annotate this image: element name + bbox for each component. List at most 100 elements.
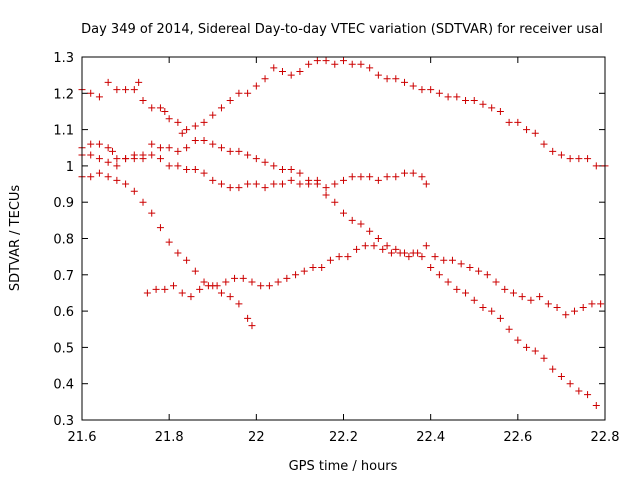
data-point: [479, 100, 487, 108]
data-point: [148, 209, 156, 217]
data-point: [488, 307, 496, 315]
data-point: [217, 289, 225, 297]
data-point: [222, 278, 230, 286]
data-point: [165, 144, 173, 152]
data-point: [165, 162, 173, 170]
data-point: [387, 249, 395, 257]
data-point: [278, 68, 286, 76]
series-track-d: [78, 169, 256, 330]
data-point: [226, 184, 234, 192]
data-point: [95, 140, 103, 148]
data-point: [501, 285, 509, 293]
data-point: [165, 115, 173, 123]
data-point: [453, 285, 461, 293]
series-track-c: [78, 151, 430, 192]
x-axis-ticks: 21.6 21.8 22 22.2 22.4 22.6 22.8: [68, 57, 619, 445]
data-point: [87, 151, 95, 159]
data-point: [340, 176, 347, 184]
data-point: [409, 169, 417, 177]
data-point: [305, 60, 313, 68]
data-point: [575, 155, 583, 163]
data-point: [340, 209, 347, 217]
data-point: [191, 122, 199, 130]
data-point: [200, 169, 208, 177]
data-point: [235, 147, 243, 155]
data-point: [104, 158, 112, 166]
data-point: [361, 242, 369, 250]
data-point: [174, 118, 182, 126]
data-point: [296, 68, 304, 76]
data-point: [366, 64, 374, 72]
data-point: [104, 173, 112, 181]
data-point: [148, 104, 156, 112]
data-point: [409, 82, 417, 90]
data-point: [584, 391, 592, 399]
data-point: [143, 289, 151, 297]
data-point: [366, 227, 374, 235]
data-point: [496, 314, 504, 322]
data-point: [401, 78, 409, 86]
data-point: [383, 173, 391, 181]
data-point: [401, 169, 409, 177]
data-point: [470, 296, 478, 304]
data-point: [265, 282, 273, 290]
data-point: [200, 278, 208, 286]
data-point: [348, 173, 356, 181]
plot-frame: [81, 56, 606, 421]
data-point: [183, 144, 191, 152]
data-point: [536, 293, 544, 301]
data-point: [422, 180, 430, 188]
data-point: [87, 89, 95, 97]
data-point: [183, 256, 191, 264]
x-tick-label: 21.6: [68, 430, 97, 445]
data-point: [191, 136, 199, 144]
data-point: [592, 401, 600, 409]
data-point: [435, 271, 443, 279]
data-point: [584, 155, 592, 163]
x-tick-label: 21.8: [155, 430, 184, 445]
y-tick-label: 0.9: [53, 196, 74, 211]
data-point: [597, 300, 605, 308]
data-point: [353, 245, 361, 253]
data-point: [566, 380, 574, 388]
data-point: [161, 285, 169, 293]
data-point: [509, 289, 517, 297]
data-point: [252, 180, 260, 188]
data-point: [161, 107, 169, 115]
chart-title: Day 349 of 2014, Sidereal Day-to-day VTE…: [81, 22, 603, 37]
data-point: [549, 147, 557, 155]
series-track-e: [143, 242, 605, 319]
data-point: [492, 278, 500, 286]
y-tick-label: 1.2: [53, 87, 74, 102]
data-point: [483, 271, 491, 279]
data-point: [113, 155, 121, 163]
data-point: [270, 64, 278, 72]
data-point: [470, 97, 478, 105]
data-point: [300, 267, 308, 275]
data-point: [475, 267, 483, 275]
data-point: [109, 147, 117, 155]
data-point: [148, 140, 156, 148]
y-tick-label: 1.1: [53, 124, 74, 139]
data-point: [466, 264, 474, 272]
data-point: [200, 118, 208, 126]
data-point: [261, 75, 269, 83]
data-point: [309, 264, 317, 272]
data-point: [418, 173, 426, 181]
data-point: [122, 155, 130, 163]
data-point: [383, 75, 391, 83]
data-point: [531, 129, 539, 137]
data-point: [139, 97, 147, 105]
data-point: [191, 267, 199, 275]
data-point: [244, 314, 252, 322]
data-point: [366, 173, 374, 181]
data-point: [252, 155, 260, 163]
data-point: [104, 144, 112, 152]
data-point: [156, 104, 164, 112]
data-point: [235, 89, 243, 97]
data-point: [209, 176, 217, 184]
data-point: [392, 173, 400, 181]
data-point: [331, 60, 339, 68]
data-point: [592, 162, 600, 170]
y-tick-label: 1: [66, 160, 74, 175]
